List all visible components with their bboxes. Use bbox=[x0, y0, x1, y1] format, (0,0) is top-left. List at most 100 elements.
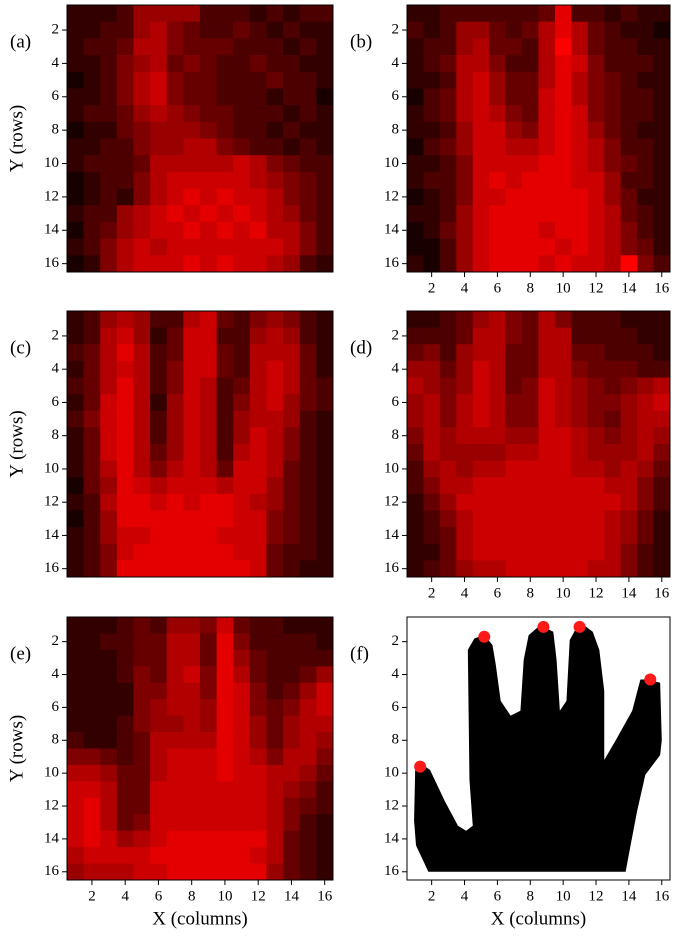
heat-cell bbox=[637, 460, 654, 478]
heat-cell bbox=[653, 38, 671, 56]
heat-cell bbox=[489, 327, 507, 345]
heat-cell bbox=[505, 188, 523, 206]
heat-cell bbox=[183, 377, 201, 395]
panel-label: (b) bbox=[350, 31, 372, 52]
heat-cell bbox=[587, 71, 605, 89]
heat-cell bbox=[100, 55, 118, 73]
heat-cell bbox=[587, 311, 605, 329]
heat-cell bbox=[83, 88, 101, 106]
x-tick-label: 10 bbox=[556, 585, 571, 601]
heat-cell bbox=[83, 427, 101, 445]
heat-cell bbox=[233, 38, 251, 56]
heat-cell bbox=[407, 311, 424, 329]
heat-cell bbox=[116, 477, 134, 495]
x-tick-label: 4 bbox=[461, 888, 469, 904]
heat-cell bbox=[116, 221, 134, 240]
heat-cell bbox=[100, 715, 118, 733]
heat-cell bbox=[283, 748, 301, 766]
heat-cell bbox=[456, 344, 474, 362]
y-tick-label: 14 bbox=[384, 527, 400, 543]
heat-cell bbox=[150, 221, 168, 240]
heat-cell bbox=[200, 221, 218, 240]
heat-cell bbox=[456, 221, 474, 240]
heat-cell bbox=[554, 394, 572, 412]
heat-cell bbox=[554, 221, 572, 240]
heat-cell bbox=[620, 188, 638, 206]
heat-cell bbox=[439, 510, 457, 528]
heat-cell bbox=[522, 311, 539, 329]
heat-cell bbox=[216, 71, 234, 89]
heat-cell bbox=[100, 527, 118, 545]
heat-cell bbox=[67, 781, 85, 799]
heat-cell bbox=[83, 444, 101, 462]
heat-cell bbox=[472, 427, 490, 445]
heat-cell bbox=[472, 221, 490, 240]
heat-cell bbox=[316, 781, 334, 799]
heat-cell bbox=[423, 55, 441, 73]
heat-cell bbox=[116, 764, 134, 782]
heat-cell bbox=[83, 71, 101, 89]
heat-cell bbox=[587, 493, 605, 511]
heat-cell bbox=[538, 427, 556, 445]
heat-cell bbox=[67, 121, 85, 139]
heat-cell bbox=[407, 527, 424, 545]
x-tick-label: 2 bbox=[428, 280, 436, 296]
heat-cell bbox=[505, 543, 523, 561]
heat-cell bbox=[637, 238, 654, 256]
heat-cell bbox=[200, 543, 218, 561]
heat-cell bbox=[133, 732, 151, 749]
heat-cell bbox=[166, 311, 184, 329]
heat-cell bbox=[116, 155, 134, 173]
heat-cell bbox=[166, 427, 184, 445]
heat-cell bbox=[83, 327, 101, 345]
heat-cell bbox=[505, 221, 523, 240]
heat-cell bbox=[233, 863, 251, 881]
heat-cell bbox=[166, 797, 184, 815]
heat-cell bbox=[166, 5, 184, 23]
heat-cell bbox=[216, 255, 234, 273]
x-tick-label: 10 bbox=[217, 888, 232, 904]
heat-cell bbox=[67, 460, 85, 478]
heat-cell bbox=[249, 543, 267, 561]
heat-cell bbox=[637, 121, 654, 139]
heat-cell bbox=[200, 255, 218, 273]
heat-cell bbox=[316, 221, 334, 240]
heat-cell bbox=[266, 327, 284, 345]
heat-cell bbox=[133, 327, 151, 345]
heat-cell bbox=[166, 255, 184, 273]
heat-cell bbox=[83, 55, 101, 73]
heat-cell bbox=[522, 427, 539, 445]
heat-cell bbox=[456, 121, 474, 139]
heat-cell bbox=[587, 205, 605, 223]
heat-cell bbox=[233, 527, 251, 545]
heat-cell bbox=[266, 493, 284, 511]
heat-cell bbox=[183, 748, 201, 766]
heat-cell bbox=[83, 121, 101, 139]
heat-cell bbox=[150, 797, 168, 815]
heat-cell bbox=[620, 71, 638, 89]
heat-cell bbox=[587, 444, 605, 462]
heat-cell bbox=[407, 377, 424, 395]
heat-cell bbox=[299, 105, 317, 123]
heat-cell bbox=[489, 543, 507, 561]
heat-cell bbox=[150, 543, 168, 561]
heat-cell bbox=[439, 188, 457, 206]
heat-cell bbox=[316, 105, 334, 123]
heat-cell bbox=[150, 377, 168, 395]
heat-cell bbox=[637, 155, 654, 173]
heat-cell bbox=[439, 444, 457, 462]
panel-label: (c) bbox=[10, 337, 31, 358]
heat-cell bbox=[299, 781, 317, 799]
heat-cell bbox=[637, 55, 654, 73]
heat-cell bbox=[571, 5, 589, 23]
heat-cell bbox=[316, 543, 334, 561]
heat-cell bbox=[407, 444, 424, 462]
heat-cell bbox=[653, 543, 671, 561]
heat-cell bbox=[200, 427, 218, 445]
heat-cell bbox=[407, 477, 424, 495]
y-tick-label: 14 bbox=[44, 830, 60, 846]
heat-cell bbox=[150, 327, 168, 345]
heat-cell bbox=[166, 88, 184, 106]
heat-cell bbox=[233, 171, 251, 189]
y-tick-label: 6 bbox=[392, 88, 400, 104]
